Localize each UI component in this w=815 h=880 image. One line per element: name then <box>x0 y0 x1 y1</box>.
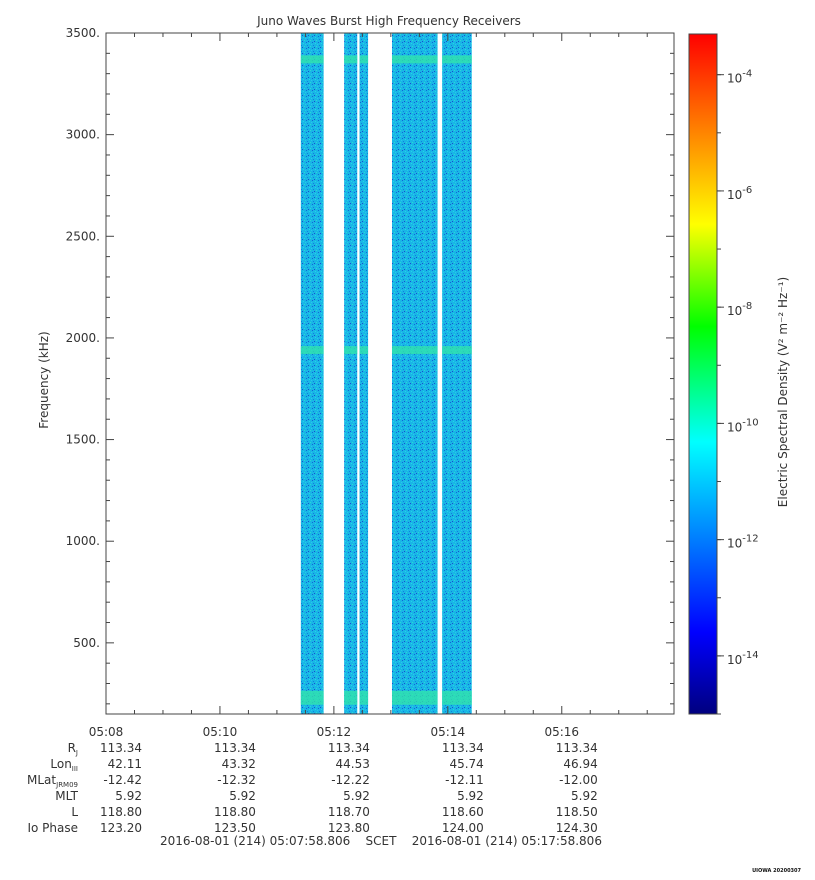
ephemeris-value: 118.50 <box>555 805 598 819</box>
ephemeris-row-label: LonIII <box>50 757 78 773</box>
x-tick-label: 05:10 <box>203 725 238 739</box>
emission-band <box>344 346 358 355</box>
data-strip-5 <box>442 33 472 714</box>
ephemeris-value: 5.92 <box>115 789 142 803</box>
plot-frame <box>105 32 675 715</box>
ephemeris-value: 124.00 <box>441 821 484 835</box>
ephemeris-value: 45.74 <box>449 757 484 771</box>
ephemeris-value: 44.53 <box>335 757 370 771</box>
emission-band <box>391 346 438 355</box>
ephemeris-value: 113.34 <box>213 741 256 755</box>
emission-band <box>391 690 438 705</box>
emission-band <box>359 346 369 355</box>
plot-area <box>300 33 472 714</box>
emission-band <box>300 55 324 64</box>
chart-title: Juno Waves Burst High Frequency Receiver… <box>256 14 521 28</box>
y-tick-label: 1000. <box>66 534 100 548</box>
y-tick-label: 2000. <box>66 331 100 345</box>
ephemeris-value: -12.32 <box>217 773 256 787</box>
emission-band <box>300 690 324 705</box>
ephemeris-row-label: MLatJRM09 <box>27 773 78 789</box>
ephemeris-value: 5.92 <box>571 789 598 803</box>
ephemeris-value: 113.34 <box>327 741 370 755</box>
ephemeris-value: 5.92 <box>457 789 484 803</box>
ephemeris-value: 5.92 <box>343 789 370 803</box>
ephemeris-value: 118.60 <box>441 805 484 819</box>
y-tick-label: 1500. <box>66 433 100 447</box>
ephemeris-row-label: RJ <box>67 741 78 757</box>
data-strip-1 <box>300 33 324 714</box>
ephemeris-value: -12.00 <box>559 773 598 787</box>
colorbar-tick-label: 10-8 <box>727 301 752 318</box>
data-strip-3 <box>359 33 369 714</box>
y-tick-label: 2500. <box>66 229 100 243</box>
colorbar-tick-label: 10-14 <box>727 650 759 667</box>
ephemeris-value: 118.80 <box>100 805 142 819</box>
ephemeris-value: -12.22 <box>331 773 370 787</box>
ephemeris-row-label: L <box>71 805 78 819</box>
footer-end-time: 2016-08-01 (214) 05:17:58.806 <box>411 834 602 848</box>
emission-band <box>300 346 324 355</box>
colorbar <box>688 33 718 715</box>
colorbar-tick-label: 10-12 <box>727 534 759 551</box>
colorbar-axis: 10-4 10-6 10-8 10-10 10-12 10-14 <box>717 69 759 715</box>
footer-start-time: 2016-08-01 (214) 05:07:58.806 <box>160 834 351 848</box>
ephemeris-value: 43.32 <box>221 757 256 771</box>
x-tick-label: 05:12 <box>317 725 352 739</box>
footer-time-range: 2016-08-01 (214) 05:07:58.806 SCET 2016-… <box>160 834 602 848</box>
colorbar-tick-label: 10-10 <box>727 417 759 434</box>
ephemeris-value: 118.80 <box>213 805 256 819</box>
data-strip-2 <box>344 33 358 714</box>
ephemeris-value: 5.92 <box>229 789 256 803</box>
colorbar-tick-label: 10-4 <box>727 69 752 86</box>
ephemeris-value: 113.34 <box>555 741 598 755</box>
footer-scet-label: SCET <box>365 834 397 848</box>
colorbar-tick-label: 10-6 <box>727 185 752 202</box>
ephemeris-value: 123.20 <box>100 821 142 835</box>
x-axis: 05:08 05:10 05:12 05:14 05:16 <box>89 33 648 739</box>
colorbar-label: Electric Spectral Density (V² m⁻² Hz⁻¹) <box>776 277 790 507</box>
data-strip-4 <box>391 33 438 714</box>
ephemeris-value: 123.80 <box>327 821 370 835</box>
y-axis-label: Frequency (kHz) <box>37 331 51 428</box>
ephemeris-row-label: Io Phase <box>27 821 78 835</box>
emission-band <box>344 55 358 64</box>
ephemeris-value: 118.70 <box>327 805 370 819</box>
emission-band <box>344 690 358 705</box>
emission-band <box>442 690 472 705</box>
ephemeris-value: 113.34 <box>441 741 484 755</box>
ephemeris-value: 113.34 <box>100 741 142 755</box>
ephemeris-row-label: MLT <box>55 789 78 803</box>
ephemeris-value: 42.11 <box>107 757 142 771</box>
ephemeris-value: 124.30 <box>555 821 598 835</box>
y-tick-label: 500. <box>73 636 100 650</box>
x-tick-label: 05:16 <box>544 725 579 739</box>
y-axis: 500. 1000. 1500. 2000. 2500. 3000. 3500. <box>66 26 674 705</box>
x-tick-label: 05:14 <box>431 725 466 739</box>
emission-band <box>359 55 369 64</box>
y-tick-label: 3000. <box>66 128 100 142</box>
emission-band <box>442 55 472 64</box>
emission-band <box>391 55 438 64</box>
emission-band <box>359 690 369 705</box>
x-tick-label: 05:08 <box>89 725 124 739</box>
emission-band <box>442 346 472 355</box>
ephemeris-value: -12.42 <box>103 773 142 787</box>
ephemeris-value: -12.11 <box>445 773 484 787</box>
version-stamp: UIOWA 20200307 <box>752 868 801 874</box>
ephemeris-value: 123.50 <box>213 821 256 835</box>
y-tick-label: 3500. <box>66 26 100 40</box>
ephemeris-value: 46.94 <box>563 757 598 771</box>
